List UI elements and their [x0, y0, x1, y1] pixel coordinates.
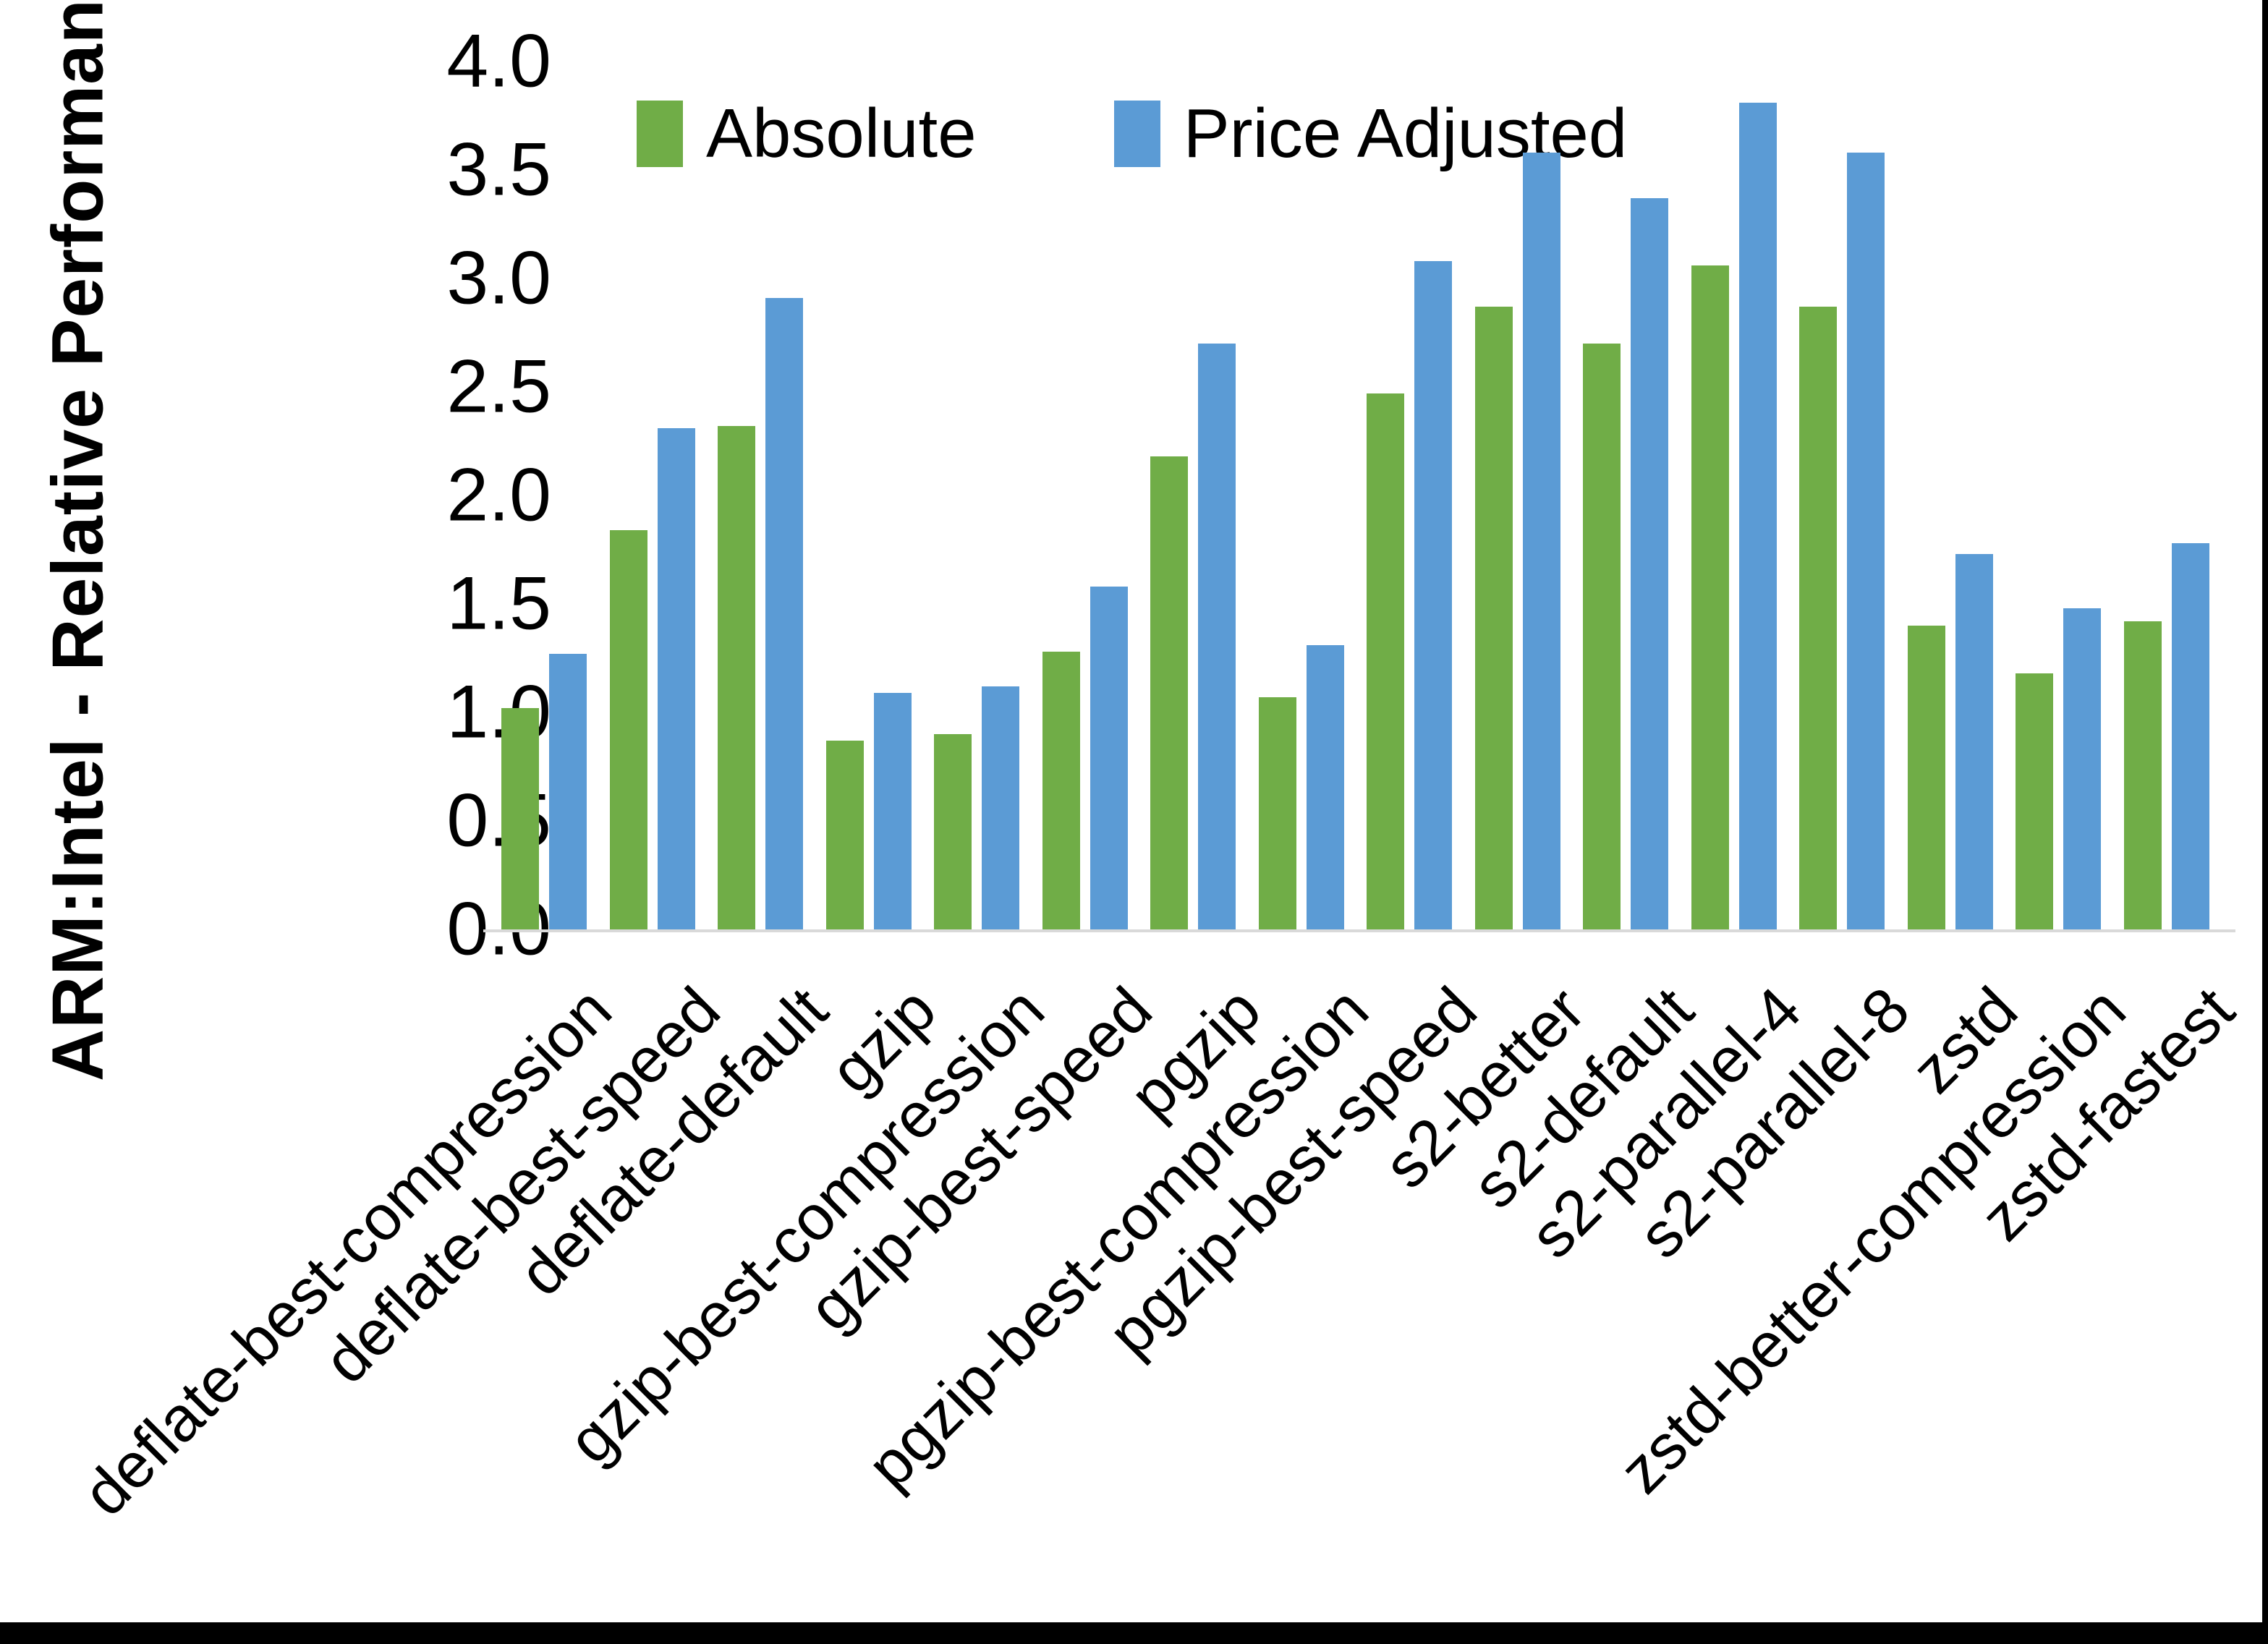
bar-absolute [1475, 307, 1513, 929]
y-tick-label: 1.5 [446, 561, 551, 646]
bar-price-adjusted [1198, 344, 1236, 929]
bar-price-adjusted [549, 654, 587, 929]
y-tick-label: 3.0 [446, 236, 551, 320]
y-axis-title: ARM:Intel - Relative Performance [37, 0, 119, 1082]
bar-absolute [1042, 652, 1080, 929]
bar-absolute [826, 741, 864, 929]
legend-item-absolute: Absolute [637, 94, 977, 174]
bar-price-adjusted [658, 428, 695, 929]
bar-price-adjusted [874, 693, 912, 929]
bar-price-adjusted [1523, 153, 1560, 929]
bar-absolute [934, 734, 972, 929]
y-tick-label: 2.0 [446, 453, 551, 537]
legend-swatch-absolute [637, 101, 683, 167]
bar-absolute [1367, 393, 1404, 929]
bar-absolute [1691, 265, 1729, 929]
bar-absolute [1799, 307, 1837, 929]
bar-price-adjusted [1307, 645, 1344, 929]
bar-absolute [1908, 626, 1945, 929]
bar-price-adjusted [765, 298, 803, 929]
legend-label-absolute: Absolute [706, 95, 977, 172]
bar-price-adjusted [2172, 543, 2209, 929]
bar-price-adjusted [1631, 198, 1668, 929]
legend: Absolute Price Adjusted [637, 94, 1627, 174]
bar-price-adjusted [1414, 261, 1452, 929]
bar-absolute [1150, 456, 1188, 929]
x-axis-line [483, 929, 2235, 932]
bar-absolute [1259, 697, 1296, 929]
y-tick-label: 4.0 [446, 19, 551, 103]
bar-price-adjusted [982, 686, 1019, 929]
y-tick-label: 2.5 [446, 344, 551, 429]
bar-absolute [2016, 673, 2053, 929]
bar-absolute [1583, 344, 1621, 929]
legend-label-price-adjusted: Price Adjusted [1183, 95, 1628, 172]
legend-swatch-price-adjusted [1113, 101, 1160, 167]
bar-price-adjusted [1955, 554, 1993, 929]
bar-price-adjusted [1847, 153, 1885, 929]
bar-absolute [718, 426, 755, 929]
bar-absolute [2124, 621, 2162, 929]
bar-price-adjusted [2063, 608, 2101, 929]
y-tick-label: 3.5 [446, 127, 551, 212]
bar-absolute [501, 708, 539, 929]
figure-border-bottom [0, 1622, 2268, 1644]
bar-absolute [610, 530, 647, 929]
bar-price-adjusted [1090, 587, 1128, 929]
figure-border-right [2262, 0, 2268, 1644]
bar-price-adjusted [1739, 103, 1777, 929]
